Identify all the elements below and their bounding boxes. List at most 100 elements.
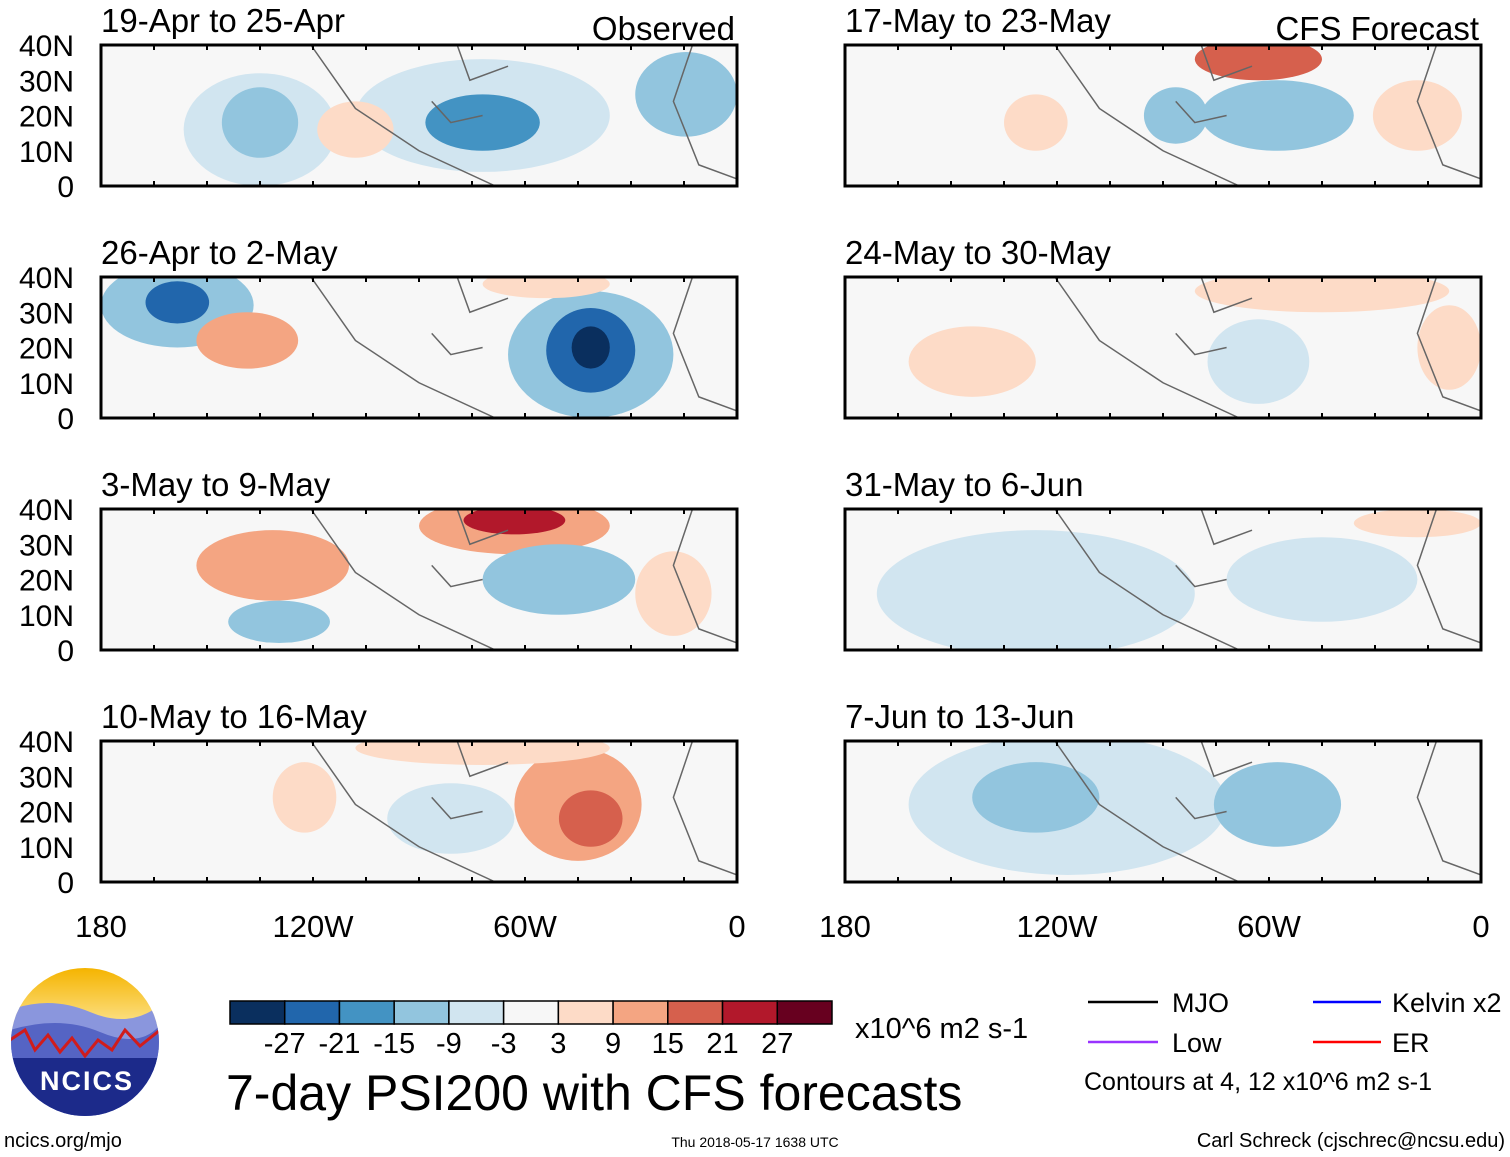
- psi200-shading: [876, 509, 1481, 650]
- longitude-label: 120W: [273, 909, 355, 944]
- colorbar-label: -15: [373, 1028, 415, 1060]
- shading-region: [558, 790, 623, 847]
- legend-label-mjo: MJO: [1172, 988, 1229, 1018]
- colorbar-label: 9: [605, 1028, 621, 1060]
- panel-source-label: CFS Forecast: [1275, 10, 1479, 47]
- latitude-label: 20N: [19, 333, 74, 366]
- shading-region: [1194, 277, 1450, 313]
- shading-region: [1004, 94, 1068, 151]
- colorbar-swatch: [229, 1000, 286, 1025]
- colorbar-swatch: [667, 1000, 724, 1025]
- shading-region: [482, 544, 636, 615]
- map-panel: 17-May to 23-May CFS Forecast: [843, 2, 1483, 188]
- longitude-label: 0: [728, 909, 745, 944]
- latitude-label: 20N: [19, 797, 74, 830]
- colorbar-label: 27: [761, 1028, 793, 1060]
- logo-text: NCICS: [40, 1066, 134, 1096]
- colorbar-swatch: [721, 1000, 779, 1025]
- panel-title: 26-Apr to 2-May: [101, 234, 338, 271]
- author-credit: Carl Schreck (cjschrec@ncsu.edu): [1197, 1130, 1505, 1152]
- colorbar-swatch: [612, 1000, 669, 1025]
- psi200-shading: [1004, 45, 1481, 186]
- shading-region: [1372, 80, 1462, 151]
- latitude-label: 30N: [19, 297, 74, 330]
- panel-source-label: Observed: [592, 10, 735, 47]
- coastline: [1054, 45, 1481, 186]
- latitude-label: 10N: [19, 136, 74, 169]
- longitude-axis-labels: 180 120W 60W 0 180 120W 60W 0: [75, 909, 1489, 944]
- colorbar-swatch: [338, 1000, 395, 1025]
- colorbar-label: -27: [264, 1028, 306, 1060]
- shading-region: [972, 762, 1100, 833]
- latitude-label: 10N: [19, 600, 74, 633]
- shading-region: [1143, 87, 1208, 144]
- longitude-label: 60W: [1237, 909, 1301, 944]
- colorbar-swatch: [776, 1000, 833, 1025]
- psi200-shading: [272, 741, 737, 882]
- panel-title: 17-May to 23-May: [845, 2, 1111, 39]
- psi200-shading: [908, 741, 1481, 882]
- map-panel: 24-May to 30-May: [843, 234, 1483, 420]
- colorbar-swatch: [557, 1000, 614, 1025]
- shading-region: [635, 52, 737, 137]
- map-panel: 31-May to 6-Jun: [843, 466, 1483, 652]
- map-panels: 19-Apr to 25-Apr Observed40N30N20N10N026-…: [19, 2, 1483, 900]
- psi200-shading: [908, 277, 1481, 418]
- longitude-label: 0: [1472, 909, 1489, 944]
- panel-title: 24-May to 30-May: [845, 234, 1111, 271]
- colorbar-label: 15: [652, 1028, 684, 1060]
- psi200-shading: [101, 277, 737, 418]
- colorbar-swatch: [393, 1000, 450, 1025]
- longitude-label: 120W: [1017, 909, 1099, 944]
- latitude-label: 0: [57, 635, 74, 668]
- shading-region: [196, 530, 350, 601]
- shading-region: [355, 741, 610, 765]
- coastline: [1054, 277, 1481, 418]
- latitude-label: 30N: [19, 65, 74, 98]
- panel-title: 10-May to 16-May: [101, 698, 367, 735]
- colorbar-swatch: [502, 1000, 560, 1025]
- latitude-label: 30N: [19, 761, 74, 794]
- latitude-label: 0: [57, 171, 74, 204]
- latitude-label: 10N: [19, 832, 74, 865]
- shading-region: [425, 94, 540, 151]
- shading-region: [221, 87, 299, 158]
- shading-region: [272, 762, 337, 833]
- shading-region: [908, 326, 1036, 397]
- colorbar-label: -21: [318, 1028, 360, 1060]
- contour-note: Contours at 4, 12 x10^6 m2 s-1: [1084, 1068, 1432, 1096]
- shading-region: [1207, 319, 1310, 404]
- latitude-label: 20N: [19, 101, 74, 134]
- colorbar-units: x10^6 m2 s-1: [855, 1013, 1028, 1045]
- latitude-label: 0: [57, 867, 74, 900]
- panel-title: 31-May to 6-Jun: [845, 466, 1083, 503]
- latitude-label: 30N: [19, 529, 74, 562]
- shading-region: [1194, 45, 1322, 81]
- source-url[interactable]: ncics.org/mjo: [4, 1130, 122, 1152]
- shading-region: [1417, 305, 1481, 390]
- colorbar-label: 3: [550, 1028, 566, 1060]
- psi200-shading: [196, 509, 737, 650]
- coastline: [310, 277, 737, 418]
- shading-region: [1353, 509, 1481, 538]
- latitude-label: 10N: [19, 368, 74, 401]
- colorbar-label: -9: [436, 1028, 462, 1060]
- colorbar: -27 -21 -15 -9 -3 3 9 15 21 27: [229, 1000, 833, 1060]
- shading-region: [482, 277, 610, 299]
- latitude-label: 40N: [19, 726, 74, 759]
- legend-label-low: Low: [1172, 1028, 1222, 1058]
- legend-label-kelvin: Kelvin x2: [1392, 988, 1502, 1018]
- shading-region: [196, 312, 299, 369]
- figure-title: 7-day PSI200 with CFS forecasts: [226, 1065, 962, 1121]
- panel-title: 19-Apr to 25-Apr: [101, 2, 345, 39]
- colorbar-swatch: [448, 1000, 505, 1025]
- map-panel: 7-Jun to 13-Jun: [843, 698, 1483, 884]
- panel-title: 3-May to 9-May: [101, 466, 331, 503]
- colorbar-swatch: [283, 1000, 341, 1025]
- longitude-label: 180: [819, 909, 871, 944]
- psi200-shading: [183, 45, 737, 186]
- shading-region: [1226, 537, 1418, 622]
